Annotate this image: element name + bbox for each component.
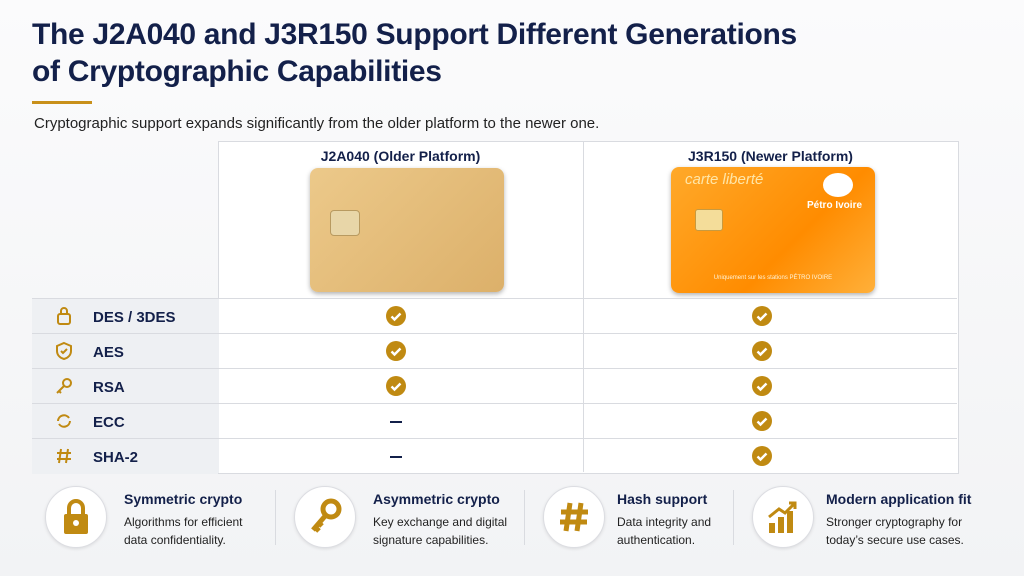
divider xyxy=(733,490,734,545)
divider xyxy=(275,490,276,545)
row-label-cell: DES / 3DES xyxy=(32,299,218,334)
table-row: SHA-2 xyxy=(32,438,957,474)
row-label: SHA-2 xyxy=(93,449,139,466)
feature-icon xyxy=(294,486,356,548)
divider xyxy=(583,141,584,472)
not-supported-dash xyxy=(390,456,402,458)
accent-line xyxy=(32,101,92,104)
column-title: J3R150 (Newer Platform) xyxy=(688,148,853,164)
column-title: J2A040 (Older Platform) xyxy=(320,148,481,164)
table-row: ECC xyxy=(32,403,957,439)
row-icon xyxy=(54,411,74,431)
row-label: DES / 3DES xyxy=(93,309,176,326)
check-icon xyxy=(752,446,772,466)
divider xyxy=(524,490,525,545)
check-icon xyxy=(752,341,772,361)
feature-title: Asymmetric crypto xyxy=(373,491,500,507)
card-logo: Pétro Ivoire xyxy=(807,200,863,211)
subtitle: Cryptographic support expands significan… xyxy=(34,115,600,132)
title: The J2A040 and J3R150 Support Different … xyxy=(32,18,797,51)
card-logo-mark xyxy=(823,173,853,197)
check-icon xyxy=(386,306,406,326)
check-icon xyxy=(752,376,772,396)
title: of Cryptographic Capabilities xyxy=(32,55,442,88)
row-icon xyxy=(54,306,74,326)
feature-text: Data integrity and authentication. xyxy=(617,515,712,547)
card-brand: carte liberté xyxy=(685,171,764,188)
feature-text: Stronger cryptography for today’s secure… xyxy=(826,515,964,547)
not-supported-dash xyxy=(390,421,402,423)
check-icon xyxy=(752,306,772,326)
card-image xyxy=(310,168,504,292)
feature-icon xyxy=(45,486,107,548)
row-icon xyxy=(54,446,74,466)
feature-title: Modern application fit xyxy=(826,491,972,507)
check-icon xyxy=(386,341,406,361)
row-icon xyxy=(54,341,74,361)
row-label-cell: RSA xyxy=(32,369,218,404)
row-label-cell: AES xyxy=(32,334,218,369)
check-icon xyxy=(386,376,406,396)
row-label: ECC xyxy=(93,414,125,431)
card-footer: Uniquement sur les stations PÉTRO IVOIRE xyxy=(713,275,833,281)
row-label-cell: SHA-2 xyxy=(32,439,218,474)
feature-text: Key exchange and digital signature capab… xyxy=(373,515,508,547)
check-icon xyxy=(752,411,772,431)
row-icon xyxy=(54,376,74,396)
row-label: RSA xyxy=(93,379,125,396)
feature-title: Hash support xyxy=(617,491,708,507)
chip xyxy=(330,210,360,236)
feature-icon xyxy=(543,486,605,548)
feature-icon xyxy=(752,486,814,548)
card-image: carte liberté Pétro Ivoire Uniquement su… xyxy=(671,167,875,293)
row-label: AES xyxy=(93,344,124,361)
table-row: AES xyxy=(32,333,957,369)
feature-text: Algorithms for efficient data confidenti… xyxy=(124,515,243,547)
chip xyxy=(695,209,723,231)
row-label-cell: ECC xyxy=(32,404,218,439)
table-row: DES / 3DES xyxy=(32,298,957,334)
table-row: RSA xyxy=(32,368,957,404)
feature-title: Symmetric crypto xyxy=(124,491,243,507)
